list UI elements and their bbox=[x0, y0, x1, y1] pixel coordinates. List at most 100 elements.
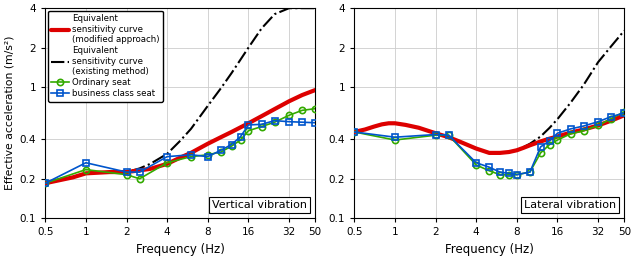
business class seat bbox=[496, 171, 504, 174]
Ordinary seat bbox=[244, 129, 252, 132]
Equivalent
sensitivity curve
(existing method) bbox=[526, 142, 534, 145]
Equivalent
sensitivity curve
(modified approach) bbox=[147, 167, 154, 170]
Equivalent
sensitivity curve
(existing method) bbox=[415, 126, 422, 129]
X-axis label: Frequency (Hz): Frequency (Hz) bbox=[445, 243, 533, 256]
Equivalent
sensitivity curve
(existing method) bbox=[351, 131, 358, 134]
business class seat bbox=[351, 131, 358, 134]
Equivalent
sensitivity curve
(modified approach) bbox=[123, 171, 130, 174]
Ordinary seat bbox=[496, 173, 504, 176]
Equivalent
sensitivity curve
(existing method) bbox=[163, 152, 171, 155]
business class seat bbox=[472, 161, 480, 164]
Equivalent
sensitivity curve
(modified approach) bbox=[311, 88, 319, 92]
business class seat bbox=[486, 166, 493, 169]
Ordinary seat bbox=[258, 125, 265, 128]
Equivalent
sensitivity curve
(modified approach) bbox=[378, 123, 385, 126]
business class seat bbox=[285, 120, 293, 123]
Equivalent
sensitivity curve
(modified approach) bbox=[244, 122, 252, 125]
Equivalent
sensitivity curve
(existing method) bbox=[69, 176, 77, 179]
Equivalent
sensitivity curve
(modified approach) bbox=[82, 172, 90, 175]
Equivalent
sensitivity curve
(existing method) bbox=[520, 145, 528, 148]
Equivalent
sensitivity curve
(existing method) bbox=[505, 151, 513, 154]
Equivalent
sensitivity curve
(modified approach) bbox=[361, 128, 369, 131]
Equivalent
sensitivity curve
(modified approach) bbox=[415, 126, 422, 129]
Equivalent
sensitivity curve
(modified approach) bbox=[163, 162, 171, 165]
business class seat bbox=[204, 155, 211, 158]
Ordinary seat bbox=[472, 163, 480, 166]
Ordinary seat bbox=[285, 114, 293, 117]
Ordinary seat bbox=[187, 155, 195, 158]
business class seat bbox=[163, 155, 171, 158]
business class seat bbox=[391, 136, 399, 139]
Ordinary seat bbox=[526, 171, 534, 174]
Line: Equivalent
sensitivity curve
(existing method): Equivalent sensitivity curve (existing m… bbox=[45, 8, 315, 183]
Ordinary seat bbox=[537, 151, 544, 154]
business class seat bbox=[513, 173, 521, 176]
business class seat bbox=[311, 121, 319, 124]
Equivalent
sensitivity curve
(modified approach) bbox=[608, 119, 615, 122]
Equivalent
sensitivity curve
(modified approach) bbox=[370, 125, 378, 128]
business class seat bbox=[82, 161, 90, 164]
Ordinary seat bbox=[228, 145, 236, 148]
business class seat bbox=[567, 127, 575, 131]
Ordinary seat bbox=[594, 124, 602, 127]
Equivalent
sensitivity curve
(modified approach) bbox=[41, 182, 49, 185]
Equivalent
sensitivity curve
(existing method) bbox=[361, 128, 369, 131]
Ordinary seat bbox=[123, 173, 130, 176]
X-axis label: Frequency (Hz): Frequency (Hz) bbox=[136, 243, 225, 256]
Equivalent
sensitivity curve
(modified approach) bbox=[496, 151, 504, 154]
Line: Ordinary seat: Ordinary seat bbox=[351, 108, 627, 178]
business class seat bbox=[526, 171, 534, 174]
Equivalent
sensitivity curve
(existing method) bbox=[486, 151, 493, 154]
Ordinary seat bbox=[620, 110, 628, 113]
Equivalent
sensitivity curve
(modified approach) bbox=[620, 114, 628, 117]
Line: business class seat: business class seat bbox=[351, 110, 627, 178]
Equivalent
sensitivity curve
(modified approach) bbox=[187, 151, 195, 154]
Equivalent
sensitivity curve
(existing method) bbox=[204, 104, 211, 107]
Equivalent
sensitivity curve
(modified approach) bbox=[486, 151, 493, 154]
business class seat bbox=[554, 132, 561, 135]
Text: Vertical vibration: Vertical vibration bbox=[212, 200, 307, 210]
Equivalent
sensitivity curve
(modified approach) bbox=[391, 122, 399, 125]
Line: Equivalent
sensitivity curve
(modified approach): Equivalent sensitivity curve (modified a… bbox=[45, 90, 315, 183]
Equivalent
sensitivity curve
(existing method) bbox=[271, 12, 278, 16]
Equivalent
sensitivity curve
(modified approach) bbox=[298, 94, 306, 97]
business class seat bbox=[136, 171, 144, 174]
Equivalent
sensitivity curve
(modified approach) bbox=[136, 169, 144, 172]
Equivalent
sensitivity curve
(modified approach) bbox=[554, 135, 561, 138]
Legend: Equivalent
sensitivity curve
(modified approach), Equivalent
sensitivity curve
(: Equivalent sensitivity curve (modified a… bbox=[48, 11, 163, 102]
Ordinary seat bbox=[311, 107, 319, 110]
Equivalent
sensitivity curve
(modified approach) bbox=[285, 100, 293, 103]
Equivalent
sensitivity curve
(modified approach) bbox=[455, 140, 463, 143]
Equivalent
sensitivity curve
(existing method) bbox=[620, 29, 628, 32]
Ordinary seat bbox=[136, 177, 144, 180]
Equivalent
sensitivity curve
(modified approach) bbox=[513, 149, 521, 152]
Ordinary seat bbox=[513, 173, 521, 176]
Equivalent
sensitivity curve
(existing method) bbox=[147, 162, 154, 165]
Equivalent
sensitivity curve
(modified approach) bbox=[204, 142, 211, 145]
Equivalent
sensitivity curve
(modified approach) bbox=[177, 156, 184, 159]
Equivalent
sensitivity curve
(modified approach) bbox=[546, 137, 554, 140]
Equivalent
sensitivity curve
(modified approach) bbox=[432, 132, 439, 135]
Equivalent
sensitivity curve
(existing method) bbox=[217, 87, 225, 90]
Equivalent
sensitivity curve
(existing method) bbox=[608, 45, 615, 48]
Equivalent
sensitivity curve
(modified approach) bbox=[537, 140, 544, 143]
Ordinary seat bbox=[546, 143, 554, 146]
Ordinary seat bbox=[445, 134, 453, 137]
business class seat bbox=[298, 121, 306, 124]
Ordinary seat bbox=[505, 173, 513, 176]
Equivalent
sensitivity curve
(modified approach) bbox=[271, 108, 278, 111]
business class seat bbox=[594, 120, 602, 123]
Equivalent
sensitivity curve
(existing method) bbox=[136, 167, 144, 170]
Ordinary seat bbox=[486, 169, 493, 172]
Equivalent
sensitivity curve
(modified approach) bbox=[567, 131, 575, 134]
Equivalent
sensitivity curve
(existing method) bbox=[177, 139, 184, 142]
Equivalent
sensitivity curve
(existing method) bbox=[41, 182, 49, 185]
Ordinary seat bbox=[432, 134, 439, 137]
Equivalent
sensitivity curve
(modified approach) bbox=[69, 176, 77, 179]
Ordinary seat bbox=[163, 161, 171, 164]
business class seat bbox=[41, 182, 49, 185]
business class seat bbox=[445, 134, 453, 137]
business class seat bbox=[244, 123, 252, 126]
Equivalent
sensitivity curve
(existing method) bbox=[402, 123, 410, 126]
Equivalent
sensitivity curve
(existing method) bbox=[537, 135, 544, 138]
